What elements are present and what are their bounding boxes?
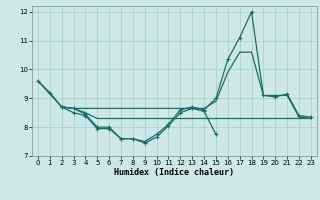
X-axis label: Humidex (Indice chaleur): Humidex (Indice chaleur) — [115, 168, 234, 177]
